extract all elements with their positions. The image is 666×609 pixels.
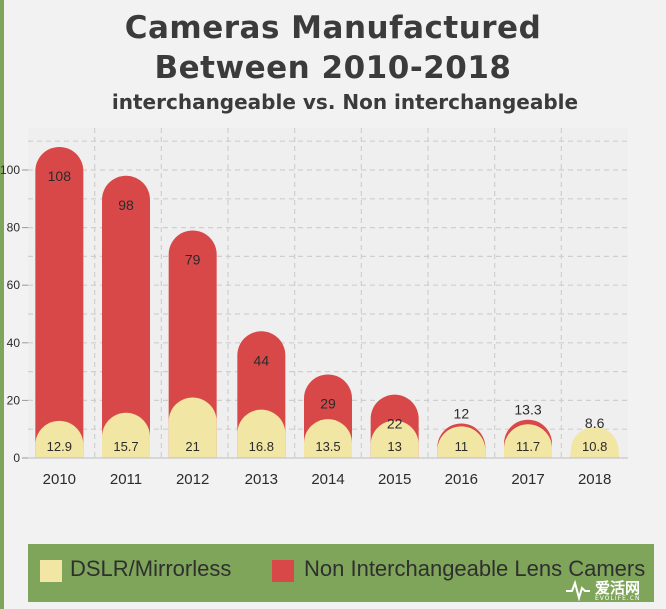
data-label-non-interchangeable-2013: 44 xyxy=(254,352,270,368)
bar-non-interchangeable-2010 xyxy=(35,146,84,458)
watermark-subtext: EVOLIFE.CN xyxy=(595,595,641,602)
data-label-non-interchangeable-2010: 108 xyxy=(48,168,72,184)
x-axis-tick-label-2014: 2014 xyxy=(311,471,344,488)
bar-dslr-2016 xyxy=(437,426,486,458)
bar-dslr-2010 xyxy=(35,420,84,458)
data-label-non-interchangeable-2012: 79 xyxy=(185,251,201,267)
y-axis-tick-label: 20 xyxy=(7,393,21,407)
data-label-non-interchangeable-2011: 98 xyxy=(118,197,134,213)
left-accent-strip xyxy=(0,0,4,609)
bar-dslr-2015 xyxy=(370,420,419,458)
data-label-dslr-2014: 13.5 xyxy=(315,439,340,454)
chart-subtitle: interchangeable vs. Non interchangeable xyxy=(111,90,579,114)
x-axis-tick-label-2010: 2010 xyxy=(43,471,76,488)
data-label-dslr-2017: 11.7 xyxy=(516,439,540,454)
bar-chart: 0 20 40 60 80 100 108 12.9 2010 98 15.7 2011 79 21 201… xyxy=(0,128,628,488)
heartbeat-icon xyxy=(566,579,590,601)
data-label-dslr-2012: 21 xyxy=(185,439,199,454)
data-label-dslr-2013: 16.8 xyxy=(249,439,274,454)
x-axis-tick-label-2015: 2015 xyxy=(378,471,411,488)
x-axis-tick-label-2016: 2016 xyxy=(445,471,478,488)
watermark: 爱活网 EVOLIFE.CN xyxy=(565,575,661,605)
x-axis-tick-label-2018: 2018 xyxy=(578,471,611,488)
legend: DSLR/Mirrorless Non Interchangeable Lens… xyxy=(28,544,654,602)
legend-swatch-non-interchangeable xyxy=(272,560,294,582)
bar-non-interchangeable-2011 xyxy=(102,175,150,458)
y-axis-tick-label: 0 xyxy=(13,451,20,465)
data-label-non-interchangeable-2015: 22 xyxy=(387,416,403,432)
data-label-non-interchangeable-2014: 29 xyxy=(320,395,336,411)
data-label-non-interchangeable-2017: 13.3 xyxy=(514,402,541,418)
y-axis-tick-label: 100 xyxy=(0,163,20,177)
bar-dslr-2014 xyxy=(304,419,352,458)
x-axis-tick-label-2017: 2017 xyxy=(511,471,544,488)
bar-dslr-2017 xyxy=(504,424,552,458)
legend-label-non-interchangeable: Non Interchangeable Lens Camers xyxy=(304,556,646,581)
data-label-non-interchangeable-2016: 12 xyxy=(454,405,470,421)
bar-dslr-2011 xyxy=(102,412,150,458)
bar-dslr-2013 xyxy=(237,409,286,458)
x-axis-tick-label-2013: 2013 xyxy=(245,471,278,488)
y-axis-tick-label: 60 xyxy=(7,278,21,292)
watermark-text: 爱活网 xyxy=(595,579,641,597)
y-axis-tick-label: 80 xyxy=(7,221,21,235)
data-label-dslr-2016: 11 xyxy=(455,439,469,454)
data-label-dslr-2010: 12.9 xyxy=(47,439,72,454)
legend-label-dslr: DSLR/Mirrorless xyxy=(70,556,232,581)
y-axis-tick-label: 40 xyxy=(7,336,21,350)
chart-title-line-1: Cameras Manufactured xyxy=(124,10,542,46)
legend-swatch-dslr xyxy=(40,560,62,582)
data-label-dslr-2015: 13 xyxy=(387,439,401,454)
chart-title-line-2: Between 2010-2018 xyxy=(154,50,512,86)
bar-dslr-2012 xyxy=(168,397,217,458)
x-axis-tick-label-2011: 2011 xyxy=(110,471,142,488)
x-axis-tick-label-2012: 2012 xyxy=(176,471,209,488)
bar-dslr-2018 xyxy=(570,426,619,458)
data-label-dslr-2011: 15.7 xyxy=(113,439,138,454)
data-label-dslr-2018: 10.8 xyxy=(582,439,607,454)
data-label-non-interchangeable-2018: 8.6 xyxy=(585,415,605,431)
